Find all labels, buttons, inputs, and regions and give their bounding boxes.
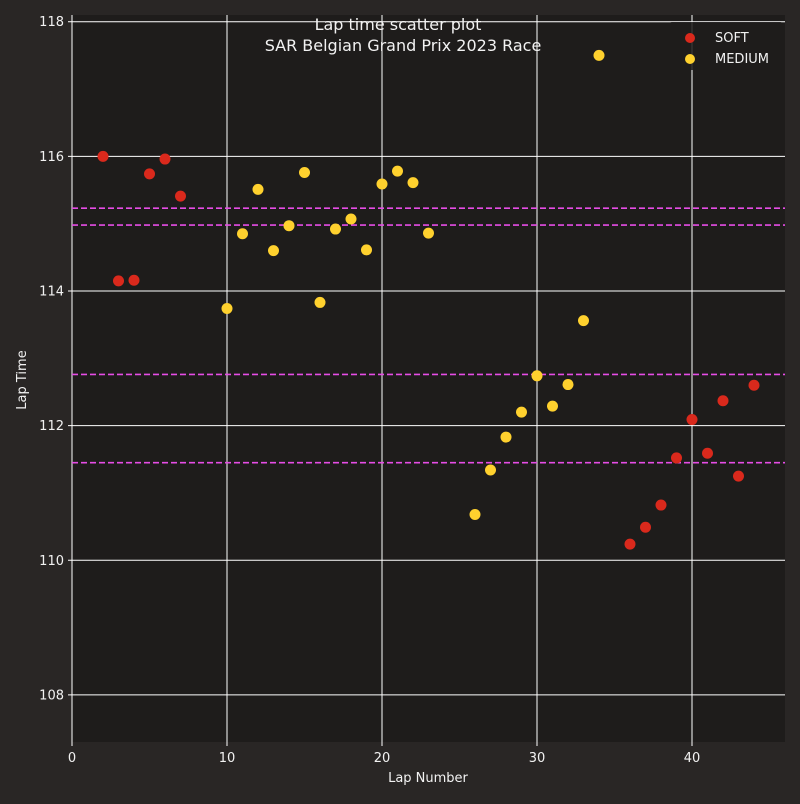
point-soft-lap-6 xyxy=(159,153,171,165)
legend-label-soft: SOFT xyxy=(715,31,749,46)
point-medium-lap-30 xyxy=(531,370,543,382)
x-tick-label: 40 xyxy=(684,751,701,766)
data-points xyxy=(97,49,760,550)
reference-lines xyxy=(72,207,785,464)
point-medium-lap-14 xyxy=(283,220,295,232)
y-tick-label: 118 xyxy=(39,15,64,30)
legend-marker-medium xyxy=(685,54,695,64)
point-medium-lap-11 xyxy=(237,228,248,240)
y-tick-label: 110 xyxy=(39,554,64,569)
point-soft-lap-38 xyxy=(655,499,667,511)
point-medium-lap-12 xyxy=(252,183,264,195)
y-axis-label: Lap Time xyxy=(15,350,30,409)
legend: SOFT MEDIUM xyxy=(670,22,782,70)
point-soft-lap-41 xyxy=(702,447,713,459)
point-medium-lap-21 xyxy=(392,165,403,177)
point-soft-lap-2 xyxy=(97,150,109,162)
grid-lines xyxy=(68,15,785,746)
x-tick-label: 10 xyxy=(219,751,236,766)
point-soft-lap-4 xyxy=(128,274,140,286)
point-medium-lap-28 xyxy=(500,431,512,443)
point-medium-lap-26 xyxy=(469,508,481,520)
x-tick-label: 20 xyxy=(374,751,391,766)
point-soft-lap-3 xyxy=(113,275,124,287)
point-medium-lap-13 xyxy=(268,245,279,257)
point-soft-lap-7 xyxy=(175,190,186,202)
point-medium-lap-17 xyxy=(330,223,341,235)
point-medium-lap-33 xyxy=(578,315,589,327)
point-medium-lap-22 xyxy=(407,177,419,189)
point-soft-lap-39 xyxy=(671,452,682,464)
point-medium-lap-15 xyxy=(299,167,310,179)
point-medium-lap-27 xyxy=(485,464,496,476)
y-tick-labels: 108 110 112 114 116 118 xyxy=(39,15,64,703)
point-soft-lap-37 xyxy=(640,521,651,533)
y-tick-label: 116 xyxy=(39,150,64,165)
y-tick-label: 114 xyxy=(39,284,64,299)
x-tick-label: 0 xyxy=(68,751,76,766)
point-soft-lap-44 xyxy=(748,379,760,391)
point-medium-lap-23 xyxy=(423,227,434,239)
x-axis-label: Lap Number xyxy=(388,771,468,786)
point-soft-lap-36 xyxy=(624,538,636,550)
point-soft-lap-40 xyxy=(686,414,698,426)
point-soft-lap-42 xyxy=(717,395,729,407)
legend-marker-soft xyxy=(685,33,695,43)
legend-label-medium: MEDIUM xyxy=(715,52,769,67)
x-tick-label: 30 xyxy=(529,751,546,766)
x-tick-labels: 0 10 20 30 40 xyxy=(68,751,700,766)
chart-subtitle: SAR Belgian Grand Prix 2023 Race xyxy=(265,36,542,55)
point-medium-lap-20 xyxy=(376,178,388,190)
point-soft-lap-5 xyxy=(144,168,155,180)
point-soft-lap-43 xyxy=(733,470,744,482)
legend-box xyxy=(670,22,782,70)
point-medium-lap-19 xyxy=(361,244,372,256)
point-medium-lap-16 xyxy=(314,296,326,308)
plot-area xyxy=(72,15,785,742)
point-medium-lap-10 xyxy=(221,302,233,314)
point-medium-lap-34 xyxy=(593,49,605,61)
chart-title: Lap time scatter plot xyxy=(315,15,482,34)
point-medium-lap-18 xyxy=(345,213,357,225)
y-tick-label: 112 xyxy=(39,419,64,434)
point-medium-lap-31 xyxy=(547,400,558,412)
point-medium-lap-32 xyxy=(562,379,574,391)
point-medium-lap-29 xyxy=(516,406,527,418)
y-tick-label: 108 xyxy=(39,688,64,703)
